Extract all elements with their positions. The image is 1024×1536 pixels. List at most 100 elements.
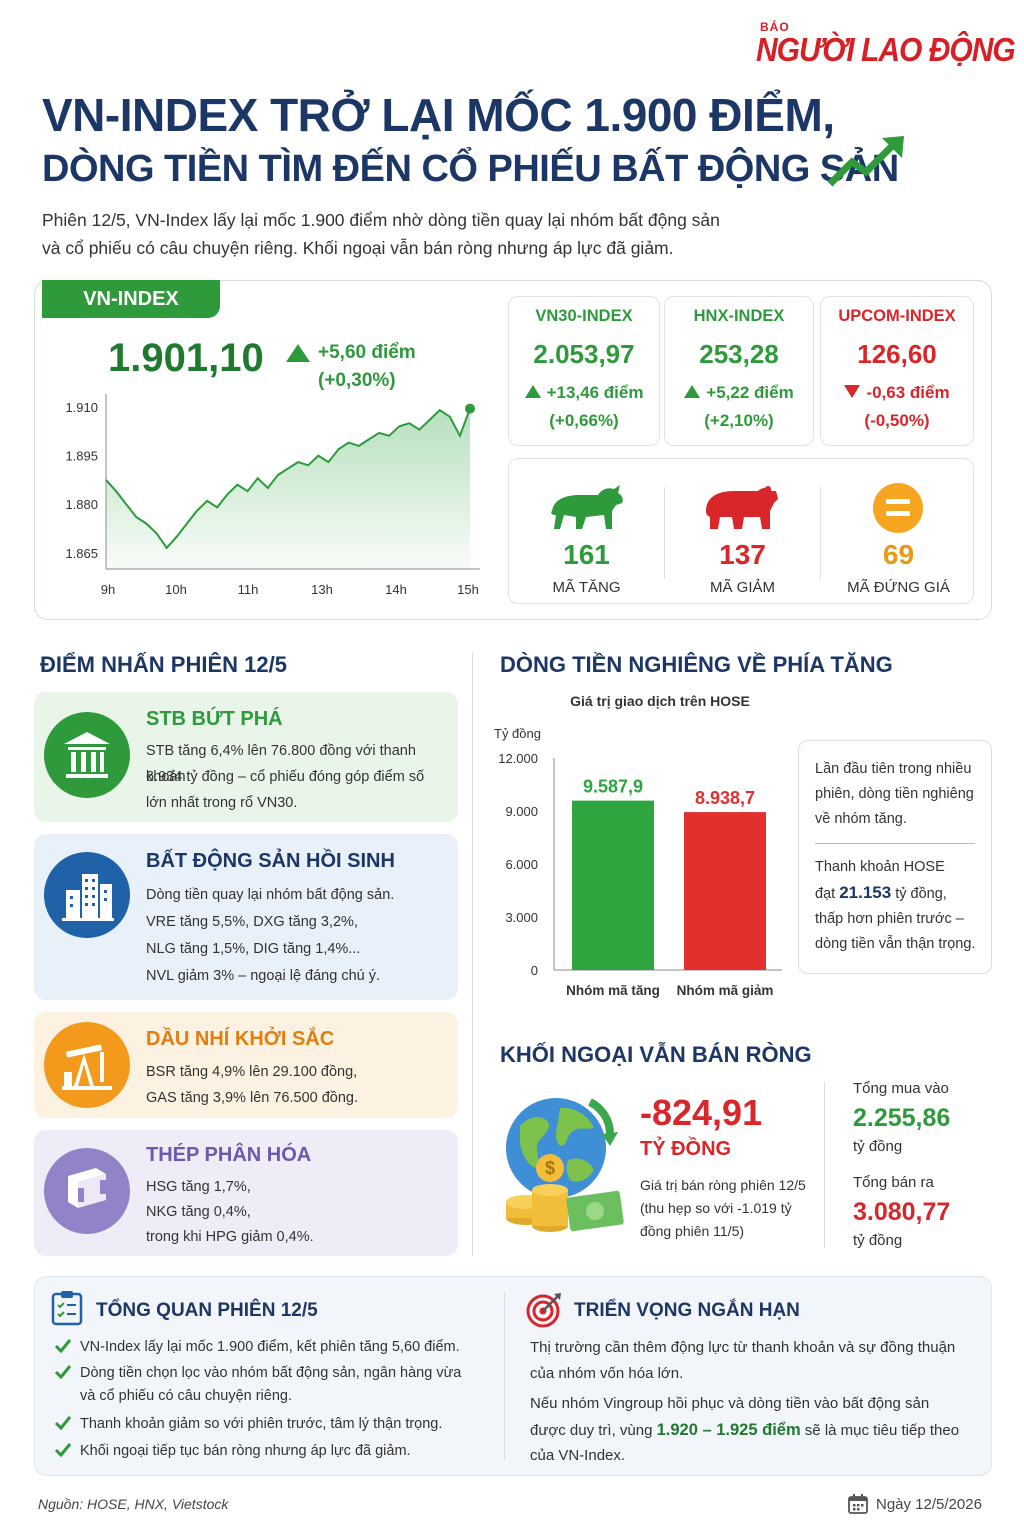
down-label: MÃ GIẢM — [709, 579, 775, 596]
highlight-line: VRE tăng 5,5%, DXG tăng 3,2%, — [146, 914, 358, 930]
foreign-divider — [824, 1082, 825, 1248]
x-tick-label: 10h — [165, 582, 187, 597]
up-arrow-icon — [286, 344, 310, 362]
highlight-realestate: BẤT ĐỘNG SẢN HỒI SINH Dòng tiền quay lại… — [34, 834, 458, 1000]
x-tick-label: 14h — [385, 582, 407, 597]
target-icon — [526, 1293, 561, 1328]
flow-heading: DÒNG TIỀN NGHIÊNG VỀ PHÍA TĂNG — [500, 652, 893, 677]
foreign-net-value: -824,91 — [640, 1092, 763, 1133]
bar-value-label: 9.587,9 — [583, 777, 643, 797]
highlight-line: BSR tăng 4,9% lên 29.100 đồng, — [146, 1064, 358, 1080]
bar — [684, 812, 766, 970]
down-count: 137 — [719, 539, 766, 570]
vnindex-label: VN-INDEX — [42, 280, 220, 318]
target-range: 1.920 – 1.925 điểm — [656, 1421, 801, 1439]
sell-label: Tổng bán ra — [853, 1174, 934, 1191]
foreign-heading: KHỐI NGOẠI VẪN BÁN RÒNG — [500, 1042, 812, 1067]
y-tick-label: 9.000 — [505, 804, 538, 819]
vnindex-value: 1.901,10 — [108, 336, 264, 380]
check-icon — [54, 1339, 72, 1354]
logo-bao: BÁO — [760, 20, 790, 34]
flat-count: 69 — [882, 539, 915, 570]
highlight-title: DẦU NHÍ KHỞI SẮC — [146, 1028, 335, 1050]
y-tick-label: 1.865 — [65, 546, 98, 561]
highlight-stb: STB BỨT PHÁ STB tăng 6,4% lên 76.800 đồn… — [34, 692, 458, 822]
highlights-heading: ĐIỂM NHẤN PHIÊN 12/5 — [40, 652, 287, 677]
bar-category-label: Nhóm mã giảm — [677, 983, 774, 998]
highlight-line: HSG tăng 1,7%, — [146, 1179, 251, 1195]
outlook-heading: TRIỂN VỌNG NGẮN HẠN — [574, 1300, 800, 1321]
up-label: MÃ TĂNG — [552, 579, 621, 596]
y-tick-label: 1.910 — [65, 400, 98, 415]
note-line: thấp hơn phiên trước – — [815, 911, 964, 927]
up-count: 161 — [563, 539, 610, 570]
hose-liquidity: 21.153 — [839, 883, 892, 902]
highlight-line: NKG tăng 0,4%, — [146, 1204, 251, 1220]
hnx-pct: (+2,10%) — [704, 411, 774, 430]
outlook-line: Thị trường cần thêm động lực từ thanh kh… — [530, 1339, 956, 1356]
buy-value: 2.255,86 — [853, 1104, 951, 1132]
overview-item: VN-Index lấy lại mốc 1.900 điểm, kết phi… — [54, 1336, 480, 1358]
highlight-oil: DẦU NHÍ KHỞI SẮC BSR tăng 4,9% lên 29.10… — [34, 1012, 458, 1118]
x-tick-label: 9h — [101, 582, 115, 597]
note-line: dòng tiền vẫn thận trọng. — [815, 936, 976, 952]
highlight-steel: THÉP PHÂN HÓA HSG tăng 1,7%, NKG tăng 0,… — [34, 1130, 458, 1256]
vn30-change: +13,46 điểm — [546, 383, 644, 402]
overview-item: Thanh khoản giảm so với phiên trước, tâm… — [54, 1413, 480, 1435]
vnindex-change: +5,60 điểm — [318, 342, 416, 363]
check-icon — [54, 1416, 72, 1431]
page-subtitle: DÒNG TIỀN TÌM ĐẾN CỔ PHIẾU BẤT ĐỘNG SẢN — [42, 148, 899, 190]
bar-chart-ylabel: Tỷ đồng — [494, 726, 541, 741]
vnindex-line-chart: 1.910 1.895 1.880 1.865 9h 10h 11h 13h 14h 15h — [65, 394, 480, 597]
highlight-line: Dòng tiền quay lại nhóm bất động sản. — [146, 887, 395, 903]
note-line: Lần đầu tiên trong nhiều — [815, 761, 972, 777]
sell-value: 3.080,77 — [853, 1198, 951, 1226]
flat-label: MÃ ĐỨNG GIÁ — [847, 579, 950, 596]
logo: NGƯỜI LAO ĐỘNG — [756, 32, 1016, 69]
bear-icon — [706, 486, 778, 529]
upcom-pct: (-0,50%) — [864, 411, 930, 430]
globe-money-icon: $ — [506, 1098, 624, 1232]
bar — [572, 800, 654, 970]
hnx-name: HNX-INDEX — [693, 307, 785, 325]
vnindex-area — [106, 408, 470, 569]
steel-beam-icon — [44, 1148, 130, 1234]
check-icon — [54, 1443, 72, 1458]
bar-value-label: 8.938,7 — [695, 788, 755, 808]
buy-unit: tỷ đồng — [853, 1138, 903, 1155]
x-tick-label: 11h — [238, 582, 259, 597]
overview-item: Dòng tiền chọn lọc vào nhóm bất động sản… — [54, 1362, 480, 1384]
down-arrow-icon — [844, 385, 861, 398]
flow-note: Lần đầu tiên trong nhiều phiên, dòng tiề… — [798, 740, 992, 974]
y-tick-label: 6.000 — [505, 857, 538, 872]
highlight-line: 6.934 tỷ đồng – cổ phiếu đóng góp điểm s… — [146, 769, 425, 785]
vnindex-last-point — [465, 403, 475, 414]
y-tick-label: 3.000 — [505, 910, 538, 925]
outlook-line: của nhóm vốn hóa lớn. — [530, 1365, 684, 1382]
outlook-line: Nếu nhóm Vingroup hồi phục và dòng tiền … — [530, 1395, 930, 1412]
upcom-box: UPCOM-INDEX 126,60 -0,63 điểm (-0,50%) — [820, 296, 974, 446]
y-tick-label: 0 — [531, 963, 538, 978]
note-line: về nhóm tăng. — [815, 811, 907, 827]
hnx-change: +5,22 điểm — [706, 383, 794, 402]
oil-pump-icon — [44, 1022, 130, 1108]
bank-icon — [44, 712, 130, 798]
trend-up-icon — [827, 136, 904, 187]
buildings-icon — [44, 852, 130, 938]
note-line: phiên, dòng tiền nghiêng — [815, 786, 974, 802]
bar-chart-title: Giá trị giao dịch trên HOSE — [570, 693, 750, 709]
intro-text: Phiên 12/5, VN-Index lấy lại mốc 1.900 đ… — [42, 210, 720, 258]
highlight-title: STB BỨT PHÁ — [146, 708, 283, 730]
x-tick-label: 13h — [311, 582, 333, 597]
vn30-box: VN30-INDEX 2.053,97 +13,46 điểm (+0,66%) — [508, 296, 660, 446]
vn30-name: VN30-INDEX — [535, 307, 633, 325]
outlook-line: được duy trì, vùng 1.920 – 1.925 điểm sẽ… — [530, 1421, 960, 1439]
breadth-box: 161 MÃ TĂNG 137 MÃ GIẢM 69 MÃ ĐỨNG GIÁ — [508, 458, 974, 604]
y-tick-label: 1.880 — [65, 497, 98, 512]
highlight-line: NLG tăng 1,5%, DIG tăng 1,4%... — [146, 941, 361, 957]
date-text: Ngày 12/5/2026 — [876, 1496, 982, 1513]
hose-value-bar-chart: Giá trị giao dịch trên HOSE Tỷ đồng 12.0… — [494, 693, 782, 998]
buy-label: Tổng mua vào — [853, 1080, 949, 1097]
upcom-value: 126,60 — [857, 339, 937, 369]
highlight-title: BẤT ĐỘNG SẢN HỒI SINH — [146, 850, 395, 872]
